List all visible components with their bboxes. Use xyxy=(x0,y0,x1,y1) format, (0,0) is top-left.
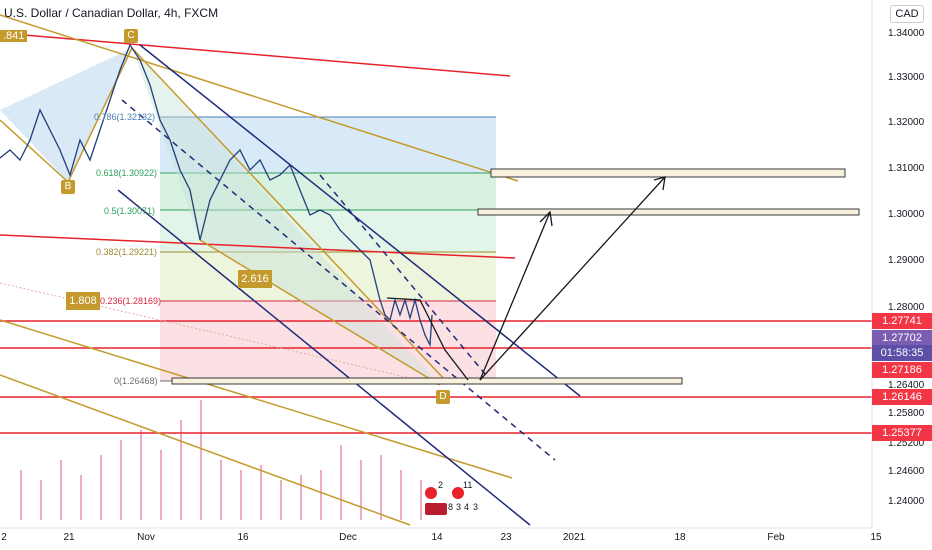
gold-trendlines xyxy=(0,14,519,526)
time-label: 23 xyxy=(500,532,512,543)
fib-label-786: 0.786(1.32132) xyxy=(94,112,156,122)
ratio-box-left[interactable]: 1.808 xyxy=(66,292,100,310)
price-label: 1.25800 xyxy=(888,408,925,419)
canada-flag-icon[interactable] xyxy=(425,487,437,499)
time-label: 21 xyxy=(63,532,75,543)
time-label: 14 xyxy=(431,532,443,543)
left-edge-price-tag: .841 xyxy=(0,30,28,42)
pattern-point-b[interactable]: B xyxy=(61,180,75,194)
price-tag-countdown: 01:58:35 xyxy=(872,345,932,361)
fib-label-236: 0.236(1.28169) xyxy=(100,296,162,306)
fib-zone-786 xyxy=(160,117,496,173)
volume-bars xyxy=(20,400,422,520)
event-count: 11 xyxy=(463,480,473,490)
event-count: 2 xyxy=(438,480,444,490)
event-count: 4 xyxy=(464,502,470,512)
pattern-point-d[interactable]: D xyxy=(436,390,450,404)
symbol-title: U.S. Dollar / Canadian Dollar, 4h, FXCM xyxy=(4,6,219,20)
price-label: 1.32000 xyxy=(888,117,925,128)
price-label: 1.30000 xyxy=(888,209,925,220)
fib-zone-382 xyxy=(160,252,496,301)
red-trendline-middle xyxy=(0,234,516,259)
fib-label-500: 0.5(1.30071) xyxy=(104,206,156,216)
currency-badge[interactable]: CAD xyxy=(890,5,924,23)
supply-demand-boxes[interactable] xyxy=(171,168,860,385)
price-tag-red: 1.27186 xyxy=(872,362,932,378)
price-label: 1.24000 xyxy=(888,496,925,507)
price-label: 1.28000 xyxy=(888,302,925,313)
red-trendline-upper xyxy=(0,32,511,77)
ratio-box[interactable]: 2.616 xyxy=(238,270,272,288)
price-tag-current: 1.27702 xyxy=(872,330,932,346)
price-tag-red: 1.26146 xyxy=(872,389,932,405)
us-flag-icon[interactable] xyxy=(425,503,447,515)
time-label: 16 xyxy=(237,532,249,543)
time-label: Dec xyxy=(339,532,357,543)
time-label: 15 xyxy=(870,532,882,543)
price-label: 1.24600 xyxy=(888,466,925,477)
price-line xyxy=(0,43,433,348)
event-count: 3 xyxy=(456,502,462,512)
fib-zone-618 xyxy=(160,173,496,210)
fib-label-618: 0.618(1.30922) xyxy=(96,168,158,178)
canada-flag-icon[interactable] xyxy=(452,487,464,499)
time-label: 2 xyxy=(1,532,7,543)
time-label: Feb xyxy=(767,532,785,543)
price-tag-red: 1.27741 xyxy=(872,313,932,329)
event-count: 3 xyxy=(473,502,479,512)
price-label: 1.31000 xyxy=(888,163,925,174)
price-tag-red: 1.25377 xyxy=(872,425,932,441)
time-label: 2021 xyxy=(562,532,586,543)
navy-channel xyxy=(117,44,581,526)
time-label: 18 xyxy=(674,532,686,543)
price-label: 1.34000 xyxy=(888,28,925,39)
fib-label-382: 0.382(1.29221) xyxy=(96,247,158,257)
price-axis-bg[interactable] xyxy=(872,0,932,530)
price-label: 1.33000 xyxy=(888,72,925,83)
price-label: 1.26400 xyxy=(888,380,925,391)
dotted-trendline xyxy=(0,282,441,386)
event-count: 8 xyxy=(448,502,454,512)
price-label: 1.25200 xyxy=(888,438,925,449)
time-label: Nov xyxy=(137,532,155,543)
fib-label-0: 0(1.26468) xyxy=(114,376,158,386)
pattern-point-c[interactable]: C xyxy=(124,29,138,43)
pattern-triangle-xb xyxy=(0,48,132,182)
time-axis-bg[interactable] xyxy=(0,528,932,550)
projection-arrows xyxy=(386,176,666,381)
price-label: 1.29000 xyxy=(888,255,925,266)
